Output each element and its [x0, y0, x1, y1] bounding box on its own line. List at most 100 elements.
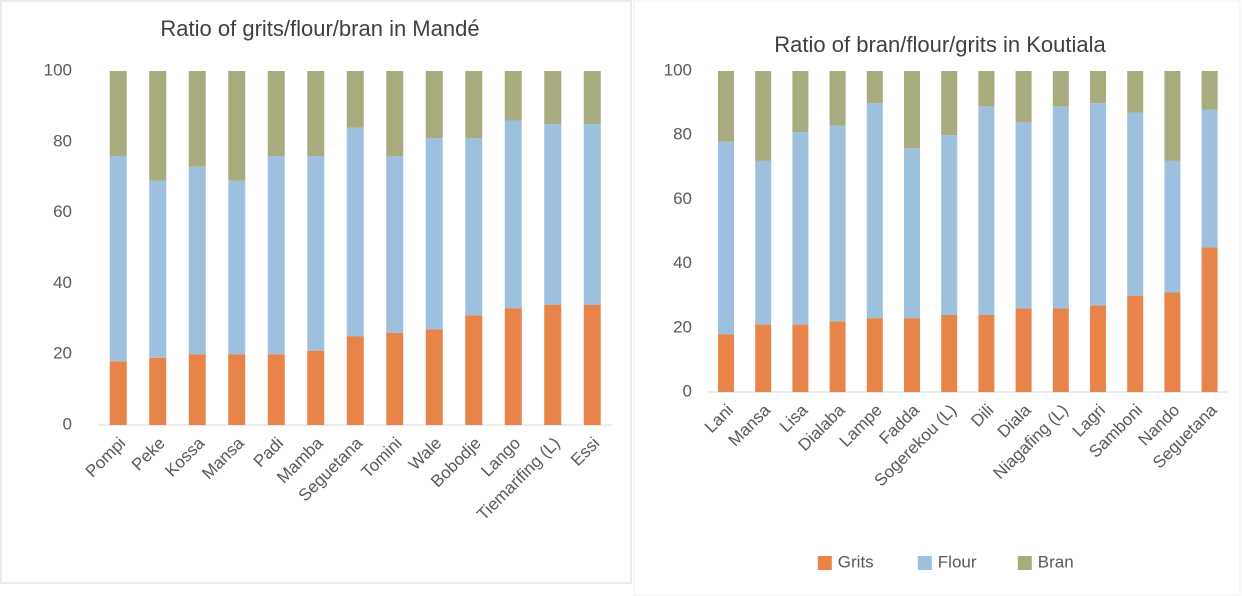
- bar-segment: [504, 120, 522, 309]
- bar-segment: [718, 141, 734, 335]
- y-tick-label: 100: [44, 60, 72, 79]
- legend-swatch: [1017, 556, 1032, 570]
- bar-segment: [267, 155, 285, 355]
- bar-segment: [583, 124, 601, 305]
- bar-segment: [1090, 305, 1106, 392]
- bar-segment: [1052, 308, 1069, 392]
- bar-segment: [504, 308, 522, 425]
- bar-segment: [583, 304, 601, 425]
- bar-segment: [544, 304, 562, 425]
- bar-segment: [465, 315, 483, 425]
- bar-segment: [188, 354, 206, 425]
- bar-segment: [346, 336, 364, 425]
- bar-segment: [544, 71, 562, 125]
- bar-segment: [941, 314, 958, 392]
- bar-segment: [904, 148, 920, 319]
- bar-segment: [504, 71, 522, 121]
- bar-segment: [465, 71, 483, 139]
- bar-segment: [866, 318, 883, 392]
- y-tick-label: 20: [53, 344, 72, 363]
- bar-segment: [1201, 109, 1218, 248]
- bar-segment: [307, 155, 325, 351]
- bar-segment: [267, 71, 285, 156]
- bar-segment: [149, 71, 167, 181]
- bar-segment: [228, 180, 246, 355]
- bar-segment: [941, 135, 958, 315]
- bar-segment: [1015, 308, 1032, 392]
- y-tick-label: 40: [53, 273, 72, 292]
- y-tick-label: 0: [63, 414, 72, 433]
- bar-segment: [544, 124, 562, 305]
- bar-segment: [386, 71, 404, 156]
- bar-segment: [425, 71, 443, 139]
- bar-segment: [465, 138, 483, 316]
- bar-segment: [978, 71, 995, 107]
- legend-swatch: [917, 556, 932, 570]
- bar-segment: [1127, 71, 1144, 113]
- bar-segment: [1164, 71, 1181, 161]
- bar-segment: [829, 71, 846, 126]
- bar-segment: [267, 354, 285, 425]
- bar-segment: [829, 125, 846, 322]
- bar-segment: [188, 166, 206, 355]
- bar-segment: [941, 71, 958, 136]
- bar-segment: [978, 106, 995, 315]
- bar-segment: [425, 329, 443, 425]
- chart-title: Ratio of grits/flour/bran in Mandé: [160, 16, 479, 41]
- legend-label: Flour: [938, 552, 977, 571]
- bar-segment: [792, 71, 809, 132]
- bar-segment: [307, 350, 325, 425]
- bar-segment: [1090, 71, 1106, 104]
- bar-segment: [1015, 71, 1032, 123]
- bar-segment: [228, 71, 246, 181]
- y-tick-label: 80: [53, 131, 72, 150]
- y-tick-label: 60: [673, 189, 692, 208]
- y-tick-label: 80: [673, 125, 692, 144]
- y-tick-label: 60: [53, 202, 72, 221]
- bar-segment: [866, 71, 883, 104]
- bar-segment: [149, 357, 167, 425]
- legend-swatch: [817, 556, 832, 570]
- legend-label: Bran: [1038, 552, 1074, 571]
- y-tick-label: 40: [673, 253, 692, 272]
- bar-segment: [346, 71, 364, 128]
- bar-segment: [386, 332, 404, 425]
- bar-segment: [1164, 160, 1181, 293]
- bar-segment: [866, 103, 883, 319]
- bar-segment: [904, 318, 920, 392]
- bar-segment: [792, 324, 809, 392]
- bar-segment: [1164, 292, 1181, 392]
- bar-segment: [109, 361, 127, 425]
- bar-segment: [386, 155, 404, 333]
- bar-segment: [1052, 71, 1069, 107]
- bar-segment: [718, 334, 734, 392]
- legend-label: Grits: [838, 552, 874, 571]
- bar-segment: [1052, 106, 1069, 309]
- bar-segment: [829, 321, 846, 392]
- bar-segment: [109, 155, 127, 362]
- bar-segment: [228, 354, 246, 425]
- bar-segment: [188, 71, 206, 167]
- bar-segment: [718, 71, 734, 142]
- bar-segment: [346, 127, 364, 337]
- bar-segment: [307, 71, 325, 156]
- y-tick-label: 0: [683, 381, 692, 400]
- bar-segment: [1201, 71, 1218, 110]
- bar-segment: [904, 71, 920, 149]
- bar-segment: [109, 71, 127, 156]
- chart-title: Ratio of bran/flour/grits in Koutiala: [774, 32, 1106, 57]
- bar-segment: [1090, 103, 1106, 306]
- bar-segment: [583, 71, 601, 125]
- bar-segment: [755, 324, 772, 392]
- bar-segment: [1015, 122, 1032, 309]
- bar-segment: [425, 138, 443, 330]
- bar-segment: [755, 71, 772, 161]
- bar-segment: [792, 131, 809, 325]
- y-tick-label: 100: [664, 60, 692, 79]
- bar-segment: [755, 160, 772, 325]
- bar-segment: [1127, 112, 1144, 296]
- bar-segment: [149, 180, 167, 358]
- y-tick-label: 20: [673, 317, 692, 336]
- bar-segment: [1127, 295, 1144, 392]
